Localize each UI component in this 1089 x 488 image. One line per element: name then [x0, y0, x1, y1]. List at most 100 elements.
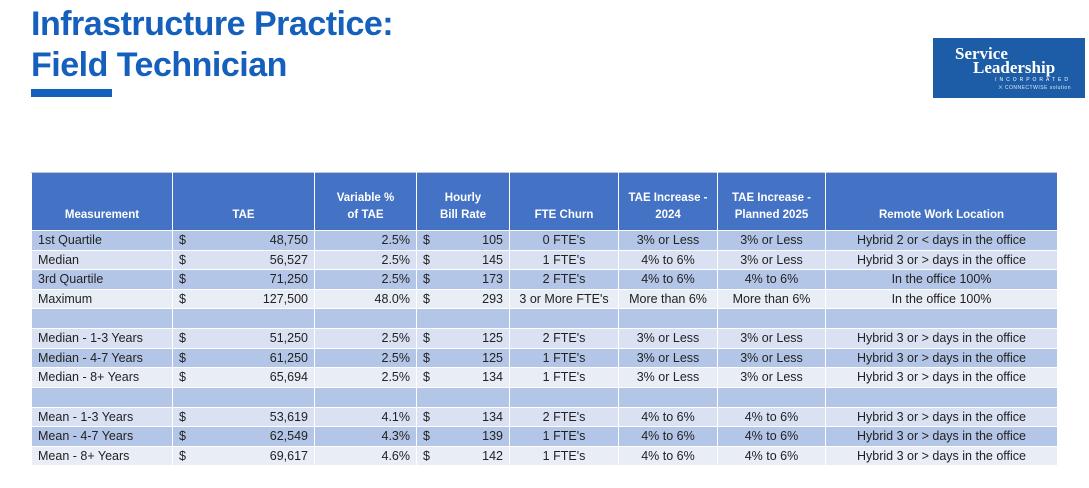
cell-variable-pct	[314, 308, 417, 329]
cell-tae-increase-2025	[717, 308, 826, 329]
table-row: Median - 4-7 Years $61,250 2.5% $125 1 FTE's…	[31, 347, 1058, 368]
connectwise-logo-icon: ⨉	[998, 85, 1005, 91]
cell-fte-churn: 1 FTE's	[509, 367, 619, 388]
cell-fte-churn: 2 FTE's	[509, 406, 619, 427]
cell-remote-work-location: Hybrid 3 or > days in the office	[825, 406, 1058, 427]
cell-tae: $62,549	[172, 426, 315, 447]
cell-tae: $65,694	[172, 367, 315, 388]
currency-symbol: $	[179, 350, 186, 365]
cell-tae-increase-2024: 3% or Less	[618, 230, 718, 251]
cell-fte-churn: 0 FTE's	[509, 230, 619, 251]
cell-measurement	[31, 386, 173, 408]
cell-variable-pct: 4.3%	[314, 426, 417, 447]
currency-symbol: $	[423, 233, 430, 248]
currency-symbol: $	[423, 429, 430, 444]
table-row: Maximum $127,500 48.0% $293 3 or More FTE's M…	[31, 288, 1058, 309]
cell-hourly-bill-rate-value: 134	[482, 370, 503, 385]
cell-fte-churn: 1 FTE's	[509, 426, 619, 447]
cell-tae-increase-2024: 4% to 6%	[618, 249, 718, 270]
cell-measurement: Median - 1-3 Years	[31, 328, 173, 349]
cell-remote-work-location	[825, 308, 1058, 329]
cell-hourly-bill-rate-value: 125	[482, 350, 503, 365]
currency-symbol: $	[423, 331, 430, 346]
table-header: Measurement TAE Variable % of TAE Hourly…	[31, 172, 1058, 231]
table-row: Median $56,527 2.5% $145 1 FTE's 4% to 6% 3% o…	[31, 249, 1058, 270]
cell-tae	[172, 386, 315, 408]
currency-symbol: $	[423, 448, 430, 463]
cell-hourly-bill-rate-value: 139	[482, 429, 503, 444]
logo-service-text: Service	[955, 44, 1008, 63]
column-header-fte-churn: FTE Churn	[509, 172, 619, 231]
cell-measurement: Mean - 8+ Years	[31, 445, 173, 466]
cell-tae-increase-2024: 4% to 6%	[618, 269, 718, 290]
cell-tae-value: 65,694	[269, 370, 308, 385]
cell-tae: $69,617	[172, 445, 315, 466]
cell-measurement: 3rd Quartile	[31, 269, 173, 290]
cell-hourly-bill-rate	[416, 386, 510, 408]
cell-variable-pct: 2.5%	[314, 347, 417, 368]
currency-symbol: $	[179, 233, 186, 248]
cell-tae-value: 51,250	[269, 331, 308, 346]
table-row: 1st Quartile $48,750 2.5% $105 0 FTE's 3% or …	[31, 230, 1058, 251]
logo-leadership-text: Leadership	[973, 58, 1056, 77]
currency-symbol: $	[423, 350, 430, 365]
cell-tae-increase-2024: 4% to 6%	[618, 406, 718, 427]
cell-hourly-bill-rate-value: 293	[482, 291, 503, 306]
cell-fte-churn: 1 FTE's	[509, 445, 619, 466]
cell-tae-increase-2025: 3% or Less	[717, 328, 826, 349]
cell-tae-increase-2025	[717, 386, 826, 408]
cell-variable-pct: 48.0%	[314, 288, 417, 309]
cell-measurement: Median - 4-7 Years	[31, 347, 173, 368]
cell-remote-work-location: Hybrid 3 or > days in the office	[825, 328, 1058, 349]
header-row: Measurement TAE Variable % of TAE Hourly…	[31, 172, 1058, 231]
cell-tae-increase-2025: 3% or Less	[717, 347, 826, 368]
cell-fte-churn: 2 FTE's	[509, 328, 619, 349]
cell-measurement: 1st Quartile	[31, 230, 173, 251]
page-title-line2: Field Technician	[31, 46, 287, 85]
cell-hourly-bill-rate-value: 134	[482, 409, 503, 424]
service-leadership-logo: Service Leadership INCORPORATED ⨉ CONNEC…	[933, 38, 1085, 98]
cell-hourly-bill-rate: $293	[416, 288, 510, 309]
cell-fte-churn	[509, 386, 619, 408]
cell-tae-increase-2024: 3% or Less	[618, 347, 718, 368]
cell-hourly-bill-rate-value: 125	[482, 331, 503, 346]
cell-remote-work-location	[825, 386, 1058, 408]
cell-tae-increase-2024	[618, 308, 718, 329]
cell-tae-increase-2025: 4% to 6%	[717, 426, 826, 447]
cell-remote-work-location: Hybrid 3 or > days in the office	[825, 249, 1058, 270]
cell-measurement: Median - 8+ Years	[31, 367, 173, 388]
cell-remote-work-location: In the office 100%	[825, 269, 1058, 290]
cell-tae-increase-2025: More than 6%	[717, 288, 826, 309]
cell-fte-churn: 1 FTE's	[509, 249, 619, 270]
cell-tae	[172, 308, 315, 329]
table-body: 1st Quartile $48,750 2.5% $105 0 FTE's 3% or …	[31, 230, 1058, 466]
cell-tae-increase-2025: 3% or Less	[717, 230, 826, 251]
cell-tae-value: 71,250	[269, 272, 308, 287]
cell-fte-churn: 3 or More FTE's	[509, 288, 619, 309]
cell-tae-increase-2025: 4% to 6%	[717, 445, 826, 466]
cell-variable-pct	[314, 386, 417, 408]
cell-remote-work-location: Hybrid 3 or > days in the office	[825, 367, 1058, 388]
cell-hourly-bill-rate: $173	[416, 269, 510, 290]
cell-remote-work-location: Hybrid 3 or > days in the office	[825, 445, 1058, 466]
spacer-row	[31, 386, 1058, 408]
currency-symbol: $	[423, 252, 430, 267]
table-row: Mean - 8+ Years $69,617 4.6% $142 1 FTE's 4% …	[31, 445, 1058, 466]
cell-tae-value: 62,549	[269, 429, 308, 444]
cell-tae: $51,250	[172, 328, 315, 349]
cell-tae-increase-2024: 4% to 6%	[618, 445, 718, 466]
currency-symbol: $	[423, 409, 430, 424]
column-header-tae-increase-2024: TAE Increase - 2024	[618, 172, 718, 231]
cell-variable-pct: 4.1%	[314, 406, 417, 427]
cell-tae-increase-2024: 3% or Less	[618, 328, 718, 349]
table-row: Mean - 1-3 Years $53,619 4.1% $134 2 FTE's 4%…	[31, 406, 1058, 427]
page-title: Infrastructure Practice: Field Technician	[31, 4, 394, 87]
cell-tae-increase-2025: 3% or Less	[717, 249, 826, 270]
currency-symbol: $	[179, 429, 186, 444]
currency-symbol: $	[423, 370, 430, 385]
cell-hourly-bill-rate-value: 173	[482, 272, 503, 287]
table-row: 3rd Quartile $71,250 2.5% $173 2 FTE's 4% to …	[31, 269, 1058, 290]
cell-tae-value: 48,750	[269, 233, 308, 248]
cell-remote-work-location: Hybrid 3 or > days in the office	[825, 426, 1058, 447]
